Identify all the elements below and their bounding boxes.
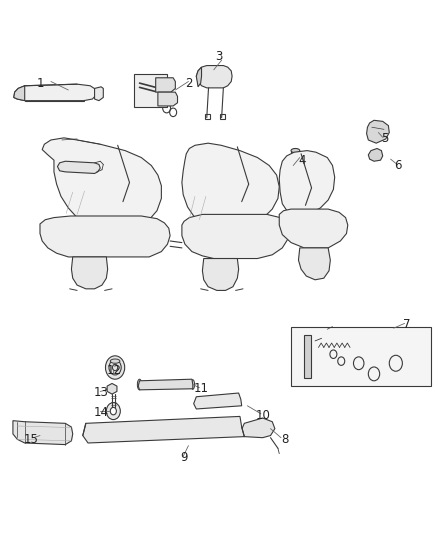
Polygon shape [182, 214, 289, 259]
Ellipse shape [291, 179, 300, 183]
Text: 15: 15 [24, 433, 39, 446]
Ellipse shape [129, 427, 141, 433]
Polygon shape [196, 67, 201, 87]
Text: 9: 9 [180, 451, 188, 464]
Ellipse shape [99, 427, 112, 433]
Polygon shape [194, 393, 242, 409]
Polygon shape [304, 335, 311, 378]
Polygon shape [298, 248, 330, 280]
Bar [205, 115, 210, 119]
Text: 13: 13 [94, 386, 109, 399]
Ellipse shape [138, 379, 142, 390]
Ellipse shape [191, 379, 194, 389]
Text: 2: 2 [185, 77, 192, 90]
Polygon shape [14, 84, 96, 101]
Polygon shape [42, 138, 161, 232]
Text: 11: 11 [194, 382, 209, 395]
Polygon shape [241, 418, 275, 438]
Polygon shape [368, 149, 383, 161]
Text: 14: 14 [94, 406, 109, 419]
Text: 1: 1 [36, 77, 44, 90]
Ellipse shape [158, 427, 170, 433]
Ellipse shape [110, 359, 120, 364]
Circle shape [106, 402, 120, 419]
Polygon shape [40, 216, 170, 257]
Text: 3: 3 [215, 50, 223, 63]
Polygon shape [134, 74, 166, 107]
Ellipse shape [218, 427, 230, 433]
Bar [291, 151, 300, 181]
Polygon shape [182, 143, 279, 230]
Polygon shape [196, 66, 232, 88]
Text: 6: 6 [394, 159, 402, 172]
Text: 12: 12 [107, 364, 122, 377]
Polygon shape [367, 120, 389, 143]
Circle shape [110, 407, 117, 415]
Polygon shape [279, 151, 335, 216]
Circle shape [106, 356, 125, 379]
Polygon shape [57, 161, 100, 173]
Polygon shape [158, 92, 177, 106]
Polygon shape [138, 379, 193, 390]
Polygon shape [14, 86, 25, 101]
Text: 8: 8 [281, 433, 288, 446]
Polygon shape [83, 416, 244, 443]
Bar [220, 115, 225, 119]
Ellipse shape [189, 427, 201, 433]
Bar [160, 95, 174, 103]
Text: 4: 4 [298, 154, 306, 167]
Polygon shape [107, 383, 117, 394]
Polygon shape [95, 87, 103, 101]
Polygon shape [155, 78, 175, 92]
Bar [291, 327, 431, 386]
Text: 10: 10 [255, 409, 270, 422]
Text: 5: 5 [381, 132, 389, 146]
Polygon shape [71, 257, 108, 289]
Polygon shape [202, 259, 239, 290]
Ellipse shape [291, 149, 300, 153]
Polygon shape [13, 421, 73, 445]
Text: 7: 7 [403, 319, 410, 332]
Bar [158, 79, 172, 89]
Polygon shape [279, 209, 348, 248]
